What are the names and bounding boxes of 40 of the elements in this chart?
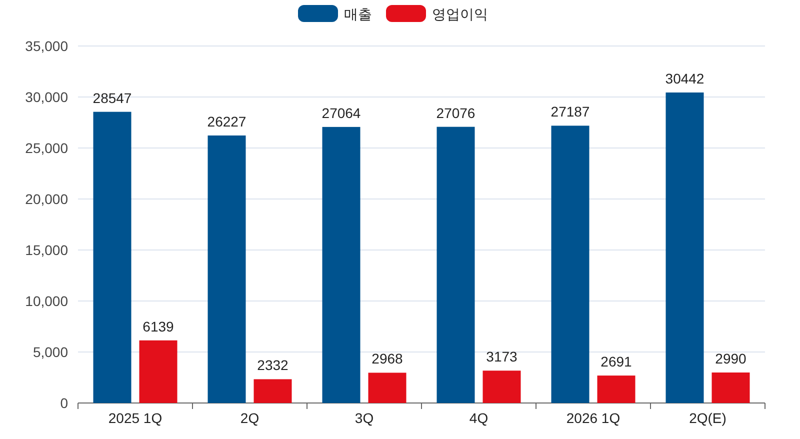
bar xyxy=(208,135,246,403)
data-label: 30442 xyxy=(665,70,704,86)
data-label: 26227 xyxy=(207,113,246,130)
y-tick-label: 5,000 xyxy=(32,344,68,360)
legend-label: 영업이익 xyxy=(432,6,488,22)
bar xyxy=(368,372,406,403)
data-label: 6139 xyxy=(142,318,174,334)
data-label: 3173 xyxy=(486,348,518,365)
y-tick-label: 35,000 xyxy=(25,38,68,54)
data-label: 2691 xyxy=(600,354,632,370)
bar xyxy=(436,126,475,403)
x-tick-label: 4Q xyxy=(469,410,488,426)
bar xyxy=(666,92,704,403)
x-tick-label: 3Q xyxy=(354,410,374,426)
data-label: 27076 xyxy=(436,104,476,121)
bar xyxy=(139,340,178,403)
x-tick-label: 2025 1Q xyxy=(108,410,162,426)
data-label: 2332 xyxy=(257,357,289,374)
bar xyxy=(712,372,750,403)
data-label: 2990 xyxy=(715,350,747,366)
y-tick-label: 30,000 xyxy=(25,89,68,105)
bar xyxy=(93,112,132,403)
data-label: 27064 xyxy=(322,104,361,121)
data-label: 28547 xyxy=(92,90,132,106)
bar xyxy=(254,379,292,403)
data-label: 2968 xyxy=(372,350,404,367)
x-tick-label: 2Q xyxy=(240,410,260,426)
y-tick-label: 10,000 xyxy=(25,293,68,309)
bar xyxy=(597,376,636,403)
y-tick-label: 25,000 xyxy=(25,140,68,156)
x-tick-label: 2026 1Q xyxy=(566,410,620,426)
y-tick-label: 20,000 xyxy=(25,191,68,207)
legend-label: 매출 xyxy=(344,6,372,22)
x-tick-label: 2Q(E) xyxy=(689,410,726,426)
bar xyxy=(482,370,521,403)
y-tick-label: 0 xyxy=(60,395,68,411)
bar xyxy=(322,126,360,403)
bar xyxy=(551,126,590,403)
y-tick-label: 15,000 xyxy=(25,242,68,258)
data-label: 27187 xyxy=(550,104,590,120)
